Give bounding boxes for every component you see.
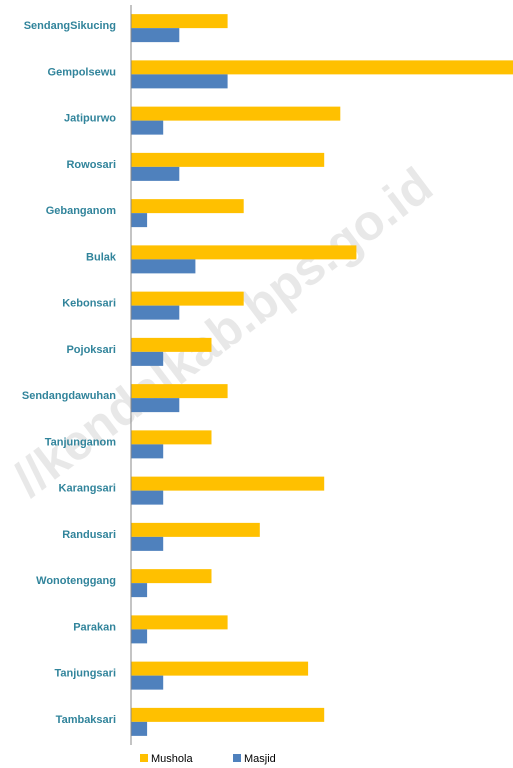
category-label: SendangSikucing: [24, 20, 116, 32]
bar: [131, 615, 228, 630]
bar: [131, 106, 341, 121]
category-label: Tambaksari: [56, 714, 116, 726]
bar: [131, 384, 228, 399]
category-label: Parakan: [73, 621, 116, 633]
bar: [131, 430, 212, 445]
bar: [131, 583, 148, 598]
bar: [131, 14, 228, 29]
bar: [131, 476, 325, 491]
bar: [131, 291, 244, 306]
category-label: Kebonsari: [62, 298, 116, 310]
bar: [131, 60, 513, 75]
bar: [131, 569, 212, 584]
bar: [131, 166, 180, 181]
legend-swatch: [233, 754, 241, 762]
bar: [131, 629, 148, 644]
bar: [131, 199, 244, 214]
category-label: Pojoksari: [66, 344, 116, 356]
bar: [131, 152, 325, 167]
category-label: Jatipurwo: [64, 113, 116, 125]
bar: [131, 305, 180, 320]
bar: [131, 351, 164, 366]
bar: [131, 245, 357, 260]
bar: [131, 675, 164, 690]
bar: [131, 707, 325, 722]
category-label: Randusari: [62, 529, 116, 541]
bar: [131, 213, 148, 228]
bar: [131, 536, 164, 551]
bar: [131, 337, 212, 352]
bar: [131, 444, 164, 459]
bar: [131, 490, 164, 505]
category-label: Tanjunganom: [45, 436, 117, 448]
bar: [131, 120, 164, 135]
bar: [131, 74, 228, 89]
bar: [131, 398, 180, 413]
category-label: Bulak: [86, 251, 117, 263]
bar: [131, 661, 309, 676]
legend-label: Mushola: [151, 753, 193, 765]
bar: [131, 259, 196, 274]
category-label: Karangsari: [59, 483, 116, 495]
bar: [131, 522, 260, 537]
legend-swatch: [140, 754, 148, 762]
category-label: Gempolsewu: [48, 66, 116, 78]
category-label: Tanjungsari: [54, 668, 116, 680]
category-label: Rowosari: [66, 159, 116, 171]
bar: [131, 28, 180, 43]
category-label: Gebanganom: [46, 205, 117, 217]
bar: [131, 721, 148, 736]
category-label: Sendangdawuhan: [22, 390, 116, 402]
legend-label: Masjid: [244, 753, 276, 765]
category-label: Wonotenggang: [36, 575, 116, 587]
